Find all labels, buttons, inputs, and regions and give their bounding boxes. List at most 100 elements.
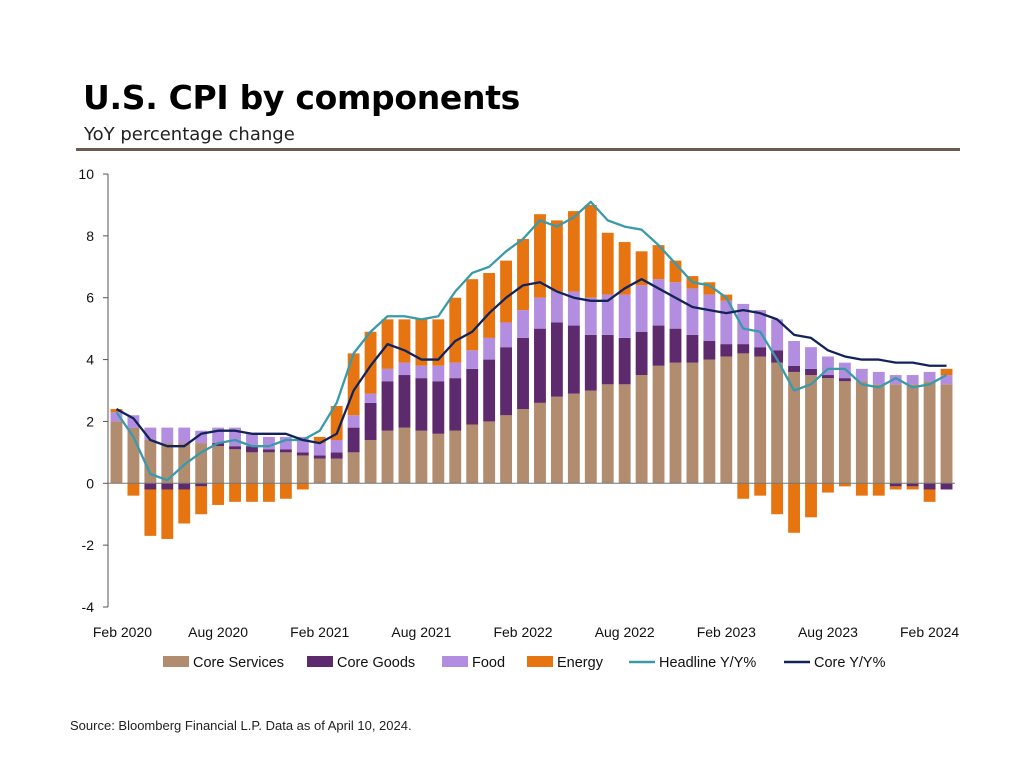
- bar-core-services: [296, 455, 309, 484]
- bar-core-services: [652, 365, 665, 484]
- bar-core-goods: [483, 359, 496, 422]
- bar-core-services: [618, 384, 631, 484]
- bar-core-services: [483, 421, 496, 484]
- x-tick-label: Feb 2021: [290, 624, 349, 640]
- bar-energy: [432, 319, 445, 366]
- bar-core-goods: [686, 334, 699, 363]
- bar-food: [805, 347, 817, 369]
- bar-core-services: [534, 402, 546, 484]
- bar-core-goods: [500, 347, 513, 416]
- bar-energy: [855, 483, 868, 496]
- y-tick-label: 2: [86, 413, 94, 429]
- x-tick-label: Feb 2024: [900, 624, 959, 640]
- bar-energy: [635, 251, 648, 286]
- bar-core-goods: [432, 381, 445, 434]
- bar-food: [347, 415, 360, 428]
- bar-energy: [246, 483, 258, 502]
- bar-core-services: [906, 384, 919, 484]
- bar-core-services: [703, 359, 716, 484]
- bar-core-goods: [229, 446, 241, 450]
- bar-core-services: [398, 427, 411, 484]
- legend-label: Core Y/Y%: [814, 655, 886, 671]
- bar-food: [618, 294, 631, 338]
- bar-food: [517, 310, 529, 338]
- bar-core-services: [212, 446, 225, 484]
- bar-core-goods: [822, 375, 834, 379]
- bar-energy: [838, 483, 851, 487]
- bar-core-goods: [635, 331, 648, 376]
- bar-energy: [703, 282, 716, 295]
- bar-core-goods: [415, 378, 428, 431]
- bar-core-goods: [737, 344, 750, 354]
- bar-food: [127, 415, 140, 428]
- bar-core-goods: [279, 449, 292, 453]
- bar-food: [500, 322, 513, 348]
- bar-energy: [195, 486, 208, 515]
- bar-food: [737, 303, 750, 345]
- bar-food: [652, 279, 665, 326]
- bar-energy: [618, 242, 631, 295]
- bar-energy: [923, 489, 936, 502]
- x-tick-label: Feb 2022: [493, 624, 552, 640]
- x-tick-label: Aug 2020: [188, 624, 248, 640]
- bar-core-goods: [788, 365, 800, 372]
- bar-core-goods: [144, 483, 157, 490]
- bar-core-goods: [381, 381, 394, 431]
- bar-core-goods: [466, 368, 479, 425]
- bar-food: [534, 297, 546, 329]
- bar-core-services: [246, 452, 258, 484]
- bar-energy: [737, 483, 750, 499]
- bar-core-services: [517, 409, 529, 484]
- cpi-chart: 10 8 6 4 2 0 -2 -4 Feb 2020 Aug 2020 Feb 2021 Aug …: [78, 166, 959, 671]
- bar-food: [178, 427, 191, 444]
- bar-food: [872, 371, 885, 385]
- y-tick-label: -2: [82, 537, 95, 553]
- bar-core-goods: [703, 341, 716, 360]
- bar-food: [296, 436, 309, 453]
- bar-core-services: [178, 443, 191, 484]
- legend-item-core-y-y: Core Y/Y%: [784, 655, 886, 671]
- bar-core-services: [347, 452, 360, 484]
- bar-core-services: [161, 443, 174, 484]
- bar-core-goods: [246, 446, 258, 453]
- bar-series: [110, 204, 953, 539]
- bar-energy: [110, 409, 123, 413]
- bar-food: [466, 350, 479, 369]
- bar-core-goods: [195, 483, 208, 487]
- bar-core-services: [550, 396, 563, 484]
- y-tick-label: 6: [86, 290, 94, 306]
- bar-core-goods: [517, 337, 529, 410]
- x-tick-label: Feb 2020: [93, 624, 152, 640]
- bar-food: [263, 436, 275, 450]
- bar-core-services: [330, 458, 343, 484]
- bar-core-goods: [313, 455, 326, 459]
- bar-energy: [889, 486, 902, 490]
- bar-energy: [178, 489, 191, 524]
- bar-core-goods: [940, 483, 953, 490]
- legend: Core Services Core Goods Food Energy Headlin…: [163, 655, 886, 671]
- bar-core-goods: [584, 334, 597, 391]
- bar-energy: [788, 483, 800, 533]
- bar-core-services: [720, 356, 733, 484]
- bar-core-goods: [601, 334, 614, 385]
- bar-food: [550, 291, 563, 323]
- bar-food: [720, 300, 733, 345]
- bar-energy: [483, 272, 496, 338]
- legend-item-headline-y-y: Headline Y/Y%: [629, 655, 756, 671]
- bar-energy: [872, 483, 885, 496]
- bar-food: [686, 288, 699, 335]
- bar-food: [279, 436, 292, 450]
- bar-energy: [754, 483, 767, 496]
- bar-energy: [263, 483, 275, 502]
- bar-core-goods: [398, 375, 411, 428]
- bar-energy: [330, 405, 343, 440]
- bar-core-services: [940, 384, 953, 484]
- legend-swatch: [527, 656, 553, 667]
- bar-core-goods: [263, 449, 275, 453]
- y-tick-label: 8: [86, 228, 94, 244]
- bar-energy: [567, 211, 580, 292]
- x-tick-label: Aug 2022: [595, 624, 655, 640]
- bar-core-services: [449, 430, 462, 484]
- bar-energy: [669, 260, 682, 283]
- bar-core-goods: [838, 378, 851, 382]
